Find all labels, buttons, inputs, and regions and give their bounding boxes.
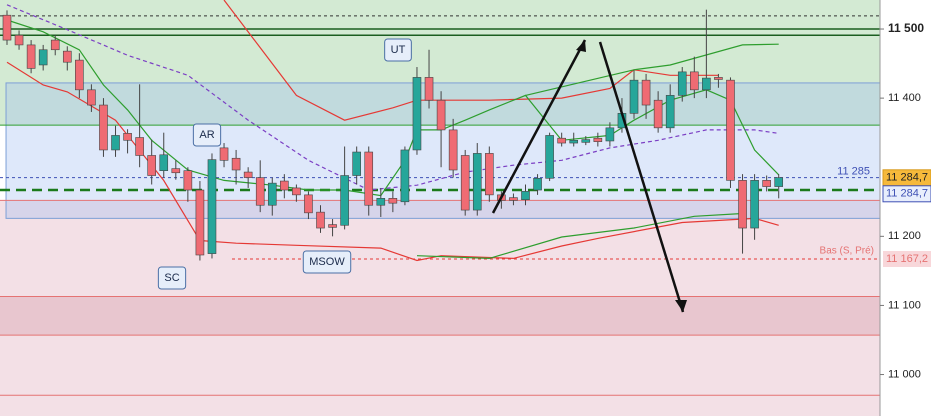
candle-body — [207, 159, 217, 254]
indicator-line — [6, 19, 780, 197]
annotation-text: MSOW — [309, 256, 345, 268]
indicator-line — [416, 212, 743, 260]
arrow-down — [598, 41, 685, 313]
candle-body — [243, 171, 253, 178]
candle-body — [629, 79, 639, 114]
candle-body — [509, 197, 518, 201]
annotation-box — [157, 266, 187, 290]
candle-body — [280, 180, 289, 191]
candle-body — [123, 133, 132, 141]
candle-body — [424, 77, 434, 101]
candle-body — [762, 180, 771, 187]
candle-body — [219, 147, 229, 161]
annotation: SC — [157, 266, 187, 290]
candle-body — [376, 198, 386, 206]
candle-body — [316, 211, 325, 229]
candle-body — [400, 149, 410, 203]
price-axis — [880, 0, 931, 416]
candle-body — [352, 151, 361, 176]
y-tick-label: 11 000 — [888, 368, 921, 380]
candle-body — [99, 104, 108, 151]
low-level-box — [883, 250, 931, 267]
y-tick-label: 11 100 — [888, 299, 921, 311]
candle-body — [581, 139, 591, 143]
candle-body — [665, 95, 675, 129]
annotation-box — [192, 123, 222, 147]
y-tick-label: 11 500 — [888, 21, 924, 35]
y-tick-label: 11 200 — [888, 230, 921, 242]
candle-body — [364, 151, 374, 206]
candle-body — [304, 194, 313, 214]
annotation: MSOW — [302, 250, 352, 274]
candle-body — [75, 59, 84, 91]
arrow-up — [491, 39, 587, 214]
indicator-line — [525, 43, 779, 96]
candle-body — [340, 175, 349, 226]
arrow-head — [675, 300, 687, 312]
y-tick-label: 11 400 — [888, 92, 921, 104]
reference-label: 11 285 — [837, 166, 870, 178]
candle-body — [388, 198, 398, 204]
candle-body — [267, 182, 277, 206]
last-price-label-2: 11 284,7 — [886, 188, 928, 200]
candle-body — [702, 77, 711, 91]
candle-body — [485, 153, 494, 196]
candle-body — [677, 71, 687, 96]
candle-body — [726, 79, 735, 181]
zone — [0, 296, 880, 336]
candle-body — [448, 129, 458, 171]
annotation-text: SC — [164, 272, 179, 284]
annotation-box — [384, 38, 412, 62]
candle-body — [147, 155, 156, 176]
candle-body — [231, 157, 241, 171]
annotation-box — [302, 250, 352, 274]
candle-body — [774, 177, 784, 187]
annotation: UT — [384, 38, 412, 62]
candle-body — [569, 139, 579, 144]
candle-body — [460, 155, 470, 211]
candle-body — [2, 14, 12, 41]
candle-body — [62, 50, 72, 63]
candle-body — [14, 34, 24, 46]
candle-body — [38, 49, 48, 66]
candle-body — [641, 79, 651, 106]
candle-body — [750, 180, 759, 229]
candle-body — [171, 168, 181, 174]
indicator-line — [6, 4, 779, 191]
candle-body — [195, 189, 205, 256]
candle-body — [135, 137, 144, 156]
candle-body — [533, 177, 542, 191]
candle-body — [545, 135, 554, 179]
candle-body — [328, 224, 337, 228]
low-level-name: Bas (S, Pré) — [820, 246, 874, 257]
low-level-label: 11 167,2 — [886, 253, 928, 265]
candle-body — [26, 44, 36, 69]
candle-body — [557, 137, 566, 144]
last-price-box-2 — [882, 185, 931, 203]
candle-body — [690, 71, 699, 91]
arrow-head — [576, 40, 586, 52]
candle-body — [521, 191, 530, 201]
candle-body — [593, 137, 603, 142]
candle-body — [714, 77, 723, 80]
candle-body — [436, 99, 446, 131]
last-price-label: 11 284,7 — [886, 172, 928, 184]
candle-body — [111, 135, 120, 151]
candle-body — [605, 127, 615, 142]
indicator-line — [223, 0, 719, 121]
candle-body — [183, 170, 193, 191]
candle-body — [255, 177, 265, 206]
annotation-text: AR — [199, 129, 214, 141]
candle-body — [472, 153, 482, 211]
candle-body — [653, 99, 663, 129]
candle-body — [292, 187, 301, 196]
candle-body — [87, 89, 96, 106]
annotation-text: UT — [391, 44, 406, 56]
candle-body — [412, 77, 422, 151]
annotation: AR — [192, 123, 222, 147]
candle-body — [738, 180, 747, 229]
candle-body — [159, 154, 169, 171]
candle-body — [50, 39, 60, 51]
